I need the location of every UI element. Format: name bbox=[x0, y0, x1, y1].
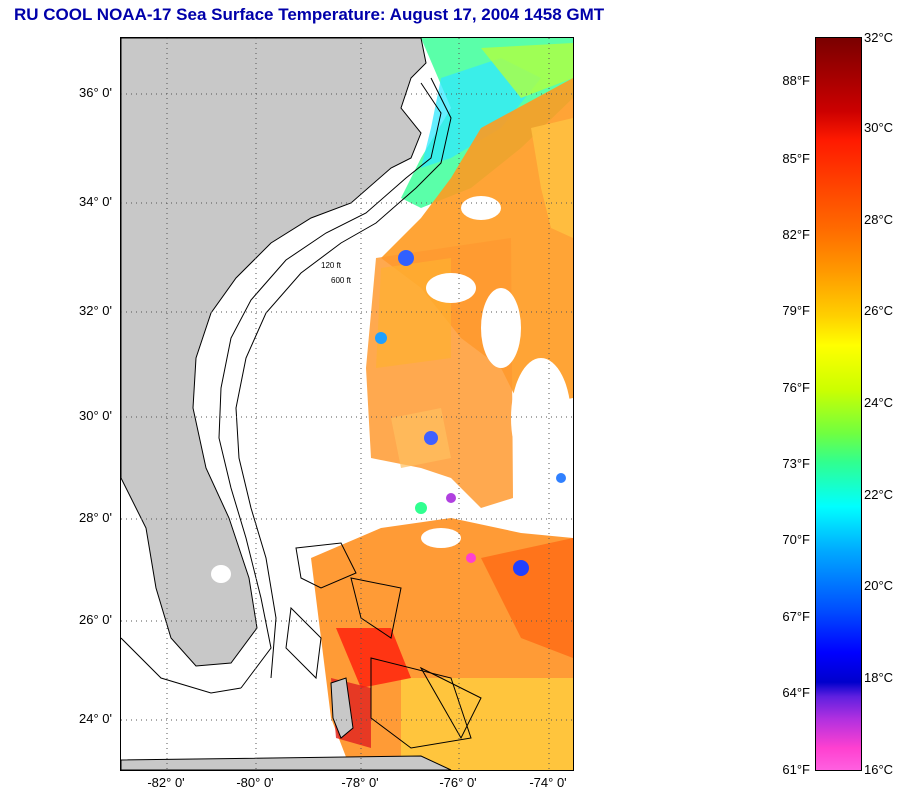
c-label-30: 30°C bbox=[864, 120, 894, 135]
contour-label-600: 600 ft bbox=[331, 276, 352, 285]
c-label-24: 24°C bbox=[864, 395, 894, 410]
lat-label-26: 26° 0' bbox=[79, 612, 112, 627]
c-label-18: 18°C bbox=[864, 670, 894, 685]
c-label-16: 16°C bbox=[864, 762, 894, 777]
depth-contours bbox=[121, 77, 482, 749]
f-label-85: 85°F bbox=[782, 151, 810, 166]
lat-label-36: 36° 0' bbox=[79, 85, 112, 100]
land-mass bbox=[121, 38, 427, 667]
c-label-28: 28°C bbox=[864, 212, 894, 227]
graticule bbox=[121, 38, 573, 770]
c-label-32: 32°C bbox=[864, 30, 894, 45]
f-label-82: 82°F bbox=[782, 227, 810, 242]
temperature-colorbar bbox=[815, 37, 862, 771]
f-label-73: 73°F bbox=[782, 456, 810, 471]
sst-map[interactable]: 120 ft 600 ft bbox=[120, 37, 574, 771]
lon-label-80: -80° 0' bbox=[236, 775, 274, 790]
contour-label-120: 120 ft bbox=[321, 261, 342, 270]
lat-label-30: 30° 0' bbox=[79, 408, 112, 423]
c-label-22: 22°C bbox=[864, 487, 894, 502]
c-label-20: 20°C bbox=[864, 578, 894, 593]
sst-data-layer bbox=[311, 38, 573, 770]
f-label-79: 79°F bbox=[782, 303, 810, 318]
lat-label-32: 32° 0' bbox=[79, 303, 112, 318]
lon-label-74: -74° 0' bbox=[529, 775, 567, 790]
lon-label-82: -82° 0' bbox=[147, 775, 185, 790]
lon-label-78: -78° 0' bbox=[341, 775, 379, 790]
f-label-76: 76°F bbox=[782, 380, 810, 395]
f-label-88: 88°F bbox=[782, 73, 810, 88]
sst-map-canvas: 120 ft 600 ft bbox=[121, 38, 573, 770]
f-label-61: 61°F bbox=[782, 762, 810, 777]
f-label-70: 70°F bbox=[782, 532, 810, 547]
lat-label-28: 28° 0' bbox=[79, 510, 112, 525]
lat-label-34: 34° 0' bbox=[79, 194, 112, 209]
bahamas-land bbox=[330, 677, 354, 739]
f-label-64: 64°F bbox=[782, 685, 810, 700]
map-title: RU COOL NOAA-17 Sea Surface Temperature:… bbox=[14, 5, 605, 24]
c-label-26: 26°C bbox=[864, 303, 894, 318]
f-label-67: 67°F bbox=[782, 609, 810, 624]
lon-label-76: -76° 0' bbox=[439, 775, 477, 790]
cuba-land bbox=[121, 755, 452, 770]
lat-label-24: 24° 0' bbox=[79, 711, 112, 726]
